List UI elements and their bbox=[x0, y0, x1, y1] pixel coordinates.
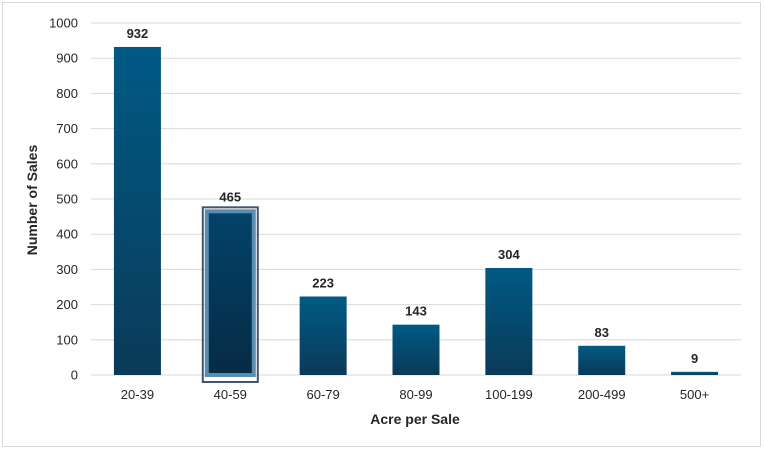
y-tick-label: 200 bbox=[56, 297, 78, 312]
x-axis-title: Acre per Sale bbox=[370, 411, 460, 427]
y-tick-label: 400 bbox=[56, 227, 78, 242]
data-label: 465 bbox=[219, 189, 241, 204]
x-tick-label: 60-79 bbox=[307, 387, 340, 402]
x-tick-label: 20-39 bbox=[121, 387, 154, 402]
highlight-outline bbox=[201, 206, 259, 383]
bar-60-79 bbox=[299, 296, 347, 375]
data-labels: 932 465 223 143 304 83 9 bbox=[127, 26, 699, 366]
bar-80-99 bbox=[392, 324, 440, 375]
x-axis-ticks: 20-39 40-59 60-79 80-99 100-199 200-499 500+ bbox=[121, 387, 709, 402]
x-tick-label: 40-59 bbox=[214, 387, 247, 402]
data-label: 83 bbox=[594, 325, 608, 340]
data-label: 223 bbox=[312, 276, 334, 291]
bar-100-199 bbox=[485, 267, 533, 375]
y-tick-label: 900 bbox=[56, 51, 78, 66]
data-label: 932 bbox=[127, 26, 149, 41]
x-tick-label: 200-499 bbox=[578, 387, 626, 402]
bar-500+ bbox=[671, 371, 719, 375]
data-label: 304 bbox=[498, 247, 520, 262]
data-label: 9 bbox=[691, 351, 698, 366]
y-tick-label: 600 bbox=[56, 156, 78, 171]
bar-200-499 bbox=[578, 345, 626, 375]
data-label: 143 bbox=[405, 304, 427, 319]
bar-20-39 bbox=[113, 46, 161, 375]
y-axis-ticks: 0 100 200 300 400 500 600 700 800 900 1000 bbox=[49, 16, 78, 383]
y-tick-label: 500 bbox=[56, 192, 78, 207]
gridlines bbox=[91, 22, 741, 376]
y-axis-title: Number of Sales bbox=[24, 145, 40, 256]
y-tick-label: 300 bbox=[56, 262, 78, 277]
y-tick-label: 0 bbox=[71, 368, 78, 383]
y-tick-label: 800 bbox=[56, 86, 78, 101]
x-tick-label: 80-99 bbox=[399, 387, 432, 402]
bars bbox=[113, 46, 719, 383]
y-tick-label: 100 bbox=[56, 332, 78, 347]
y-tick-label: 700 bbox=[56, 121, 78, 136]
x-tick-label: 500+ bbox=[680, 387, 709, 402]
x-tick-label: 100-199 bbox=[485, 387, 533, 402]
bar-40-59 bbox=[204, 209, 256, 377]
y-tick-label: 1000 bbox=[49, 16, 78, 31]
